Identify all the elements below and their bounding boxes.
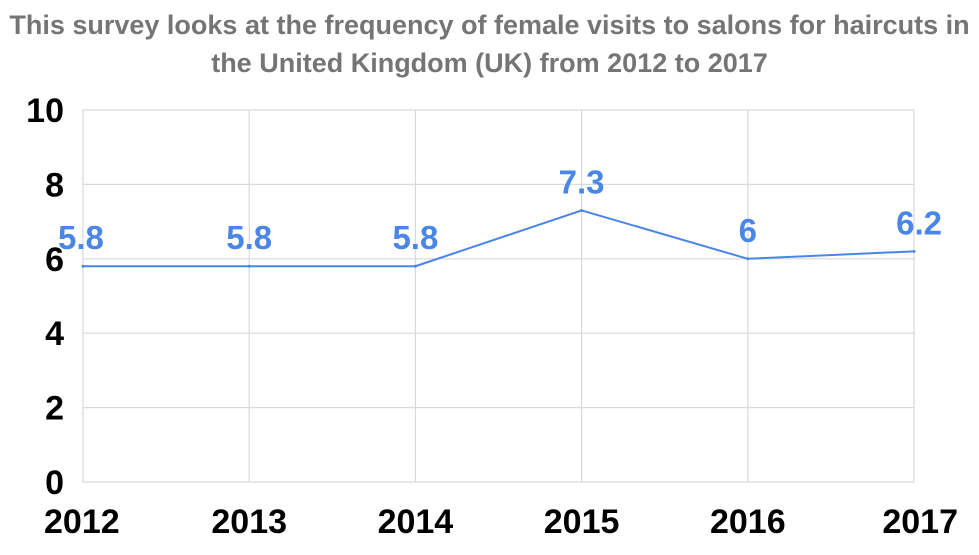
data-label: 5.8 (226, 219, 272, 256)
data-point (746, 257, 750, 261)
x-tick-label: 2016 (710, 503, 786, 541)
y-tick-label: 2 (45, 390, 64, 428)
y-axis-tick-labels: 0 2 4 6 8 10 (26, 92, 64, 502)
data-label: 7.3 (559, 163, 605, 200)
x-tick-label: 2017 (882, 503, 958, 541)
data-point (413, 264, 417, 268)
data-point (81, 264, 85, 268)
x-tick-label: 2012 (44, 503, 120, 541)
gridlines (82, 109, 915, 483)
chart-title: This survey looks at the frequency of fe… (9, 10, 970, 78)
series-line (83, 209, 915, 268)
data-point (912, 249, 916, 253)
x-axis-tick-labels: 2012 2013 2014 2015 2016 2017 (44, 503, 958, 541)
y-tick-label: 10 (26, 92, 64, 130)
data-label: 6 (739, 212, 757, 249)
y-tick-label: 6 (45, 241, 64, 279)
data-labels: 5.8 5.8 5.8 7.3 6 6.2 (58, 163, 942, 256)
data-label: 6.2 (896, 204, 942, 241)
y-tick-label: 0 (45, 464, 64, 502)
data-label: 5.8 (58, 219, 104, 256)
series-layer (81, 208, 916, 268)
y-tick-label: 8 (45, 166, 64, 204)
y-tick-label: 4 (45, 315, 64, 353)
x-tick-label: 2013 (211, 503, 287, 541)
data-point (580, 208, 584, 212)
data-point (247, 264, 251, 268)
x-tick-label: 2014 (378, 503, 454, 541)
x-tick-label: 2015 (544, 503, 620, 541)
data-label: 5.8 (392, 219, 438, 256)
